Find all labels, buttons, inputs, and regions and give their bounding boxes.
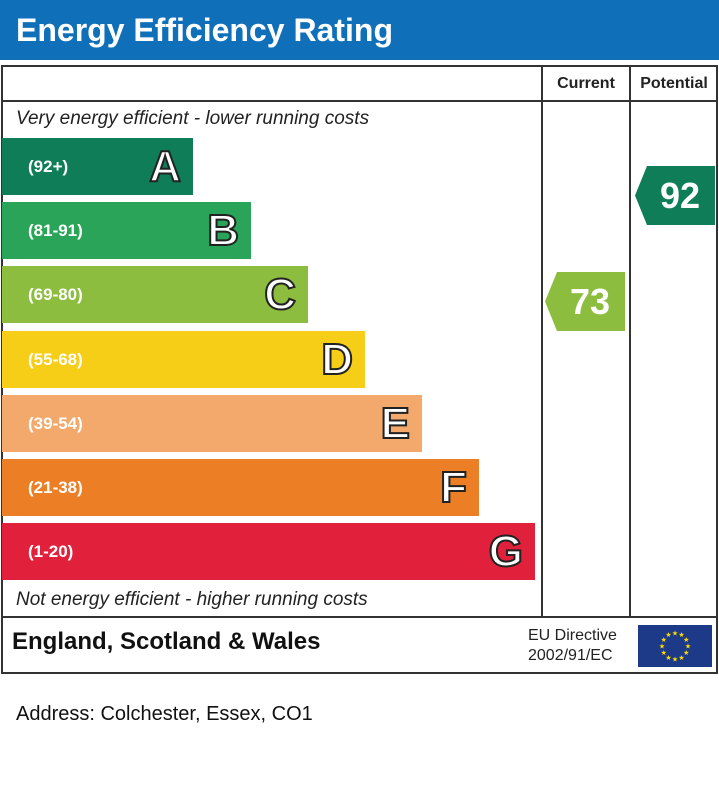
- band-letter: D: [320, 334, 354, 385]
- divider: [629, 65, 631, 618]
- star-icon: ★: [685, 643, 691, 651]
- eu-flag-icon: ★★★★★★★★★ ★ ★★: [638, 625, 712, 667]
- band-a: (92+) A: [2, 138, 193, 195]
- band-f: (21-38) F: [2, 459, 479, 516]
- region-label: England, Scotland & Wales: [12, 628, 321, 655]
- band-letter: F: [439, 462, 468, 513]
- column-current-header: Current: [557, 75, 615, 92]
- star-icon: ★: [659, 643, 665, 651]
- band-range: (92+): [28, 157, 69, 176]
- star-icon: ★: [661, 649, 667, 657]
- potential-rating-arrow: 92: [635, 166, 715, 225]
- divider: [1, 100, 718, 102]
- column-potential-header: Potential: [640, 75, 708, 92]
- band-range: (39-54): [28, 414, 83, 433]
- band-d: (55-68) D: [2, 331, 365, 388]
- divider: [541, 65, 543, 618]
- top-note: Very energy efficient - lower running co…: [16, 108, 370, 129]
- directive-line2: 2002/91/EC: [528, 647, 613, 664]
- band-e: (39-54) E: [2, 395, 422, 452]
- current-rating-arrow: 73: [545, 272, 625, 331]
- band-letter: B: [206, 205, 240, 256]
- band-letter: E: [380, 398, 411, 449]
- band-c: (69-80) C: [2, 266, 308, 323]
- band-range: (81-91): [28, 221, 83, 240]
- page-title: Energy Efficiency Rating: [0, 0, 719, 60]
- band-letter: C: [263, 269, 297, 320]
- band-b: (81-91) B: [2, 202, 251, 259]
- star-icon: ★: [678, 654, 684, 662]
- directive-line1: EU Directive: [528, 627, 617, 644]
- star-icon: ★: [683, 649, 689, 657]
- band-letter: A: [148, 141, 182, 192]
- bottom-note: Not energy efficient - higher running co…: [16, 589, 368, 610]
- star-icon: ★: [672, 630, 678, 638]
- address: Address: Colchester, Essex, CO1: [16, 703, 313, 725]
- band-range: (1-20): [28, 542, 74, 561]
- band-g: (1-20) G: [2, 523, 535, 580]
- band-range: (21-38): [28, 478, 83, 497]
- star-icon: ★: [661, 636, 667, 644]
- eu-directive: EU Directive 2002/91/EC: [528, 626, 617, 666]
- star-icon: ★: [665, 631, 671, 639]
- star-icon: ★: [672, 656, 678, 664]
- divider: [1, 616, 718, 618]
- band-range: (69-80): [28, 285, 83, 304]
- star-icon: ★: [683, 636, 689, 644]
- band-letter: G: [488, 526, 524, 577]
- band-range: (55-68): [28, 350, 83, 369]
- star-icon: ★: [678, 631, 684, 639]
- star-icon: ★: [665, 654, 671, 662]
